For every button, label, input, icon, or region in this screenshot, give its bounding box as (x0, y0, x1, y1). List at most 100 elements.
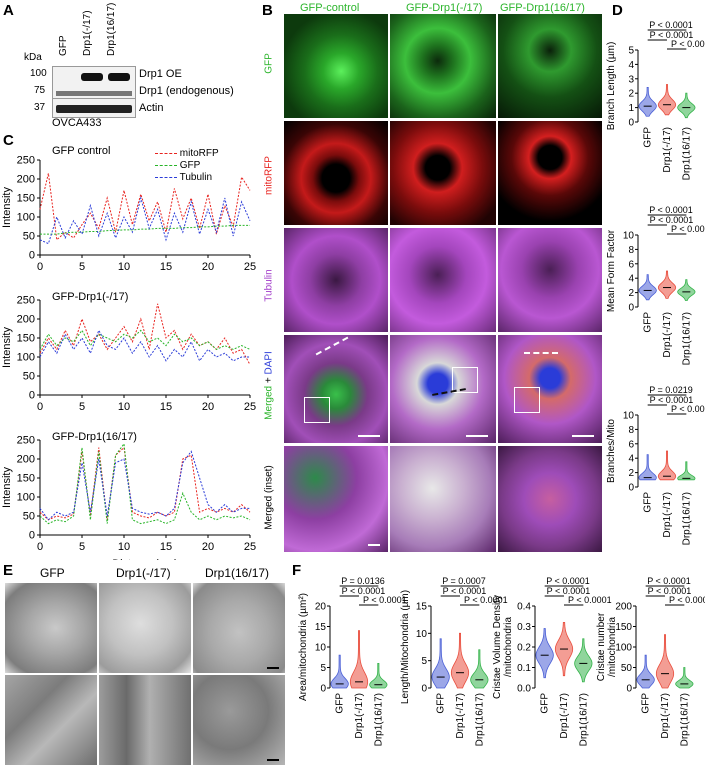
y-tick-label: 100 (17, 212, 35, 224)
sig-label: P < 0.0001 (671, 39, 705, 49)
y-tick-label: 3 (628, 74, 634, 85)
y-tick-label: 2 (628, 89, 634, 100)
y-tick-label: 0.3 (517, 622, 531, 633)
y-axis-label: /mitochondria (607, 617, 618, 677)
micrograph-merged-drp1-1617 (498, 335, 602, 443)
y-tick-label: 150 (615, 622, 632, 633)
x-tick-label: 25 (244, 401, 256, 413)
y-tick-label: 200 (17, 314, 35, 326)
em-image-gfp-high (5, 675, 97, 765)
micrograph-tubulin-drp1-minus17 (390, 228, 496, 332)
em-col-label-drp1-minus17: Drp1(-/17) (116, 566, 171, 580)
line-chart-1: 0 50 100 150 200 250 0 5 10 15 20 25 GFP control Inte… (1, 145, 256, 273)
x-tick-label: 15 (160, 541, 172, 553)
sig-label: P < 0.0001 (546, 576, 590, 586)
band-oe-lane3 (108, 73, 130, 81)
x-tick-label: Drp1(16/17) (474, 693, 485, 746)
y-tick-label: 100 (615, 643, 632, 654)
inset-box (452, 367, 478, 393)
scale-bar (572, 435, 594, 437)
col-label-gfp-drp1-1617: GFP-Drp1(16/17) (500, 2, 585, 14)
band-oe-lane2 (81, 73, 103, 81)
y-tick-label: 50 (621, 663, 633, 674)
sig-label: P < 0.0001 (568, 595, 612, 605)
violin (657, 450, 677, 481)
em-image-drp1-1617-high (193, 675, 285, 765)
sig-label: P < 0.0001 (650, 30, 694, 40)
y-tick-label: 250 (17, 155, 35, 167)
legend-label-gfp: GFP (179, 160, 201, 171)
marker-75: 75 (34, 85, 46, 96)
series-mitorfp (39, 173, 251, 241)
scale-bar (267, 667, 279, 669)
series-tubulin (39, 329, 250, 362)
violin (677, 461, 696, 481)
x-tick-label: Drp1(16/17) (681, 127, 692, 180)
em-image-drp1-minus17-low (99, 583, 191, 673)
y-tick-label: 6 (628, 259, 634, 270)
y-tick-label: 150 (17, 473, 35, 485)
violin-plot-d2: 0 2 4 6 8 10 Mean Form Factor GFP Drp1(-/17) Drp1… (606, 205, 705, 365)
y-tick-label: 250 (17, 435, 35, 447)
sig-label: P < 0.0001 (671, 404, 705, 414)
sig-label: P = 0.0136 (341, 576, 385, 586)
micrograph-inset-drp1-1617 (498, 446, 602, 552)
y-tick-label: 0.4 (517, 602, 531, 613)
x-tick-label: 15 (160, 401, 172, 413)
y-tick-label: 4 (628, 454, 634, 465)
y-tick-label: 0 (421, 684, 427, 695)
x-tick-label: Drp1(16/17) (681, 312, 692, 365)
series-gfp (39, 329, 251, 350)
y-axis-label: Intensity (1, 467, 13, 508)
y-tick-label: 8 (628, 245, 634, 256)
x-tick-label: 10 (118, 541, 130, 553)
y-tick-label: 200 (17, 454, 35, 466)
series-tubulin (39, 196, 251, 245)
kda-label: kDa (24, 52, 42, 63)
violin-plot-d1: 0 1 2 3 4 5 Branch Length (µm) GFP Drp1(-/17) Drp… (606, 20, 705, 180)
y-tick-label: 5 (628, 46, 634, 57)
em-image-drp1-minus17-high (99, 675, 191, 765)
y-tick-label: 1 (628, 103, 634, 114)
y-tick-label: 0 (628, 303, 634, 314)
x-tick-label: GFP (643, 312, 654, 333)
y-tick-label: 2 (628, 288, 634, 299)
sig-label: P < 0.0001 (650, 215, 694, 225)
em-image-drp1-1617-low (193, 583, 285, 673)
micrograph-gfp-control (284, 14, 388, 118)
violin (450, 632, 470, 689)
legend-swatch-tubulin (155, 176, 177, 178)
y-tick-label: 50 (23, 231, 35, 243)
scale-bar (267, 759, 279, 761)
sig-label: P < 0.0001 (649, 20, 693, 30)
y-tick-label: 5 (320, 663, 326, 674)
x-tick-label: 0 (37, 261, 43, 273)
x-tick-label: 0 (37, 541, 43, 553)
violin (657, 270, 677, 299)
band-label-actin: Actin (139, 102, 164, 114)
sig-label: P < 0.0001 (669, 595, 705, 605)
sig-label: P < 0.0001 (443, 586, 487, 596)
y-axis-label: Mean Form Factor (606, 229, 617, 312)
y-tick-label: 5 (421, 656, 427, 667)
violin (330, 654, 349, 689)
sig-label: P < 0.0001 (547, 586, 591, 596)
x-tick-label: 20 (202, 261, 214, 273)
x-tick-label: Drp1(-/17) (662, 312, 673, 358)
violin (470, 649, 489, 689)
y-tick-label: 10 (416, 629, 428, 640)
panel-c-letter: C (3, 132, 14, 149)
cell-line-label: OVCA433 (52, 117, 102, 129)
panel-b-letter: B (262, 2, 273, 19)
band-actin (56, 105, 132, 113)
chart-legend: mitoRFP GFP Tubulin (155, 148, 219, 184)
y-tick-label: 0 (628, 483, 634, 494)
violin (677, 279, 696, 301)
col-label-gfp-control: GFP-control (300, 2, 360, 14)
legend-swatch-gfp (155, 164, 177, 166)
series-mitorfp (39, 303, 251, 365)
panel-d-letter: D (612, 2, 623, 19)
y-tick-label: 8 (628, 425, 634, 436)
y-tick-label: 10 (623, 411, 635, 422)
legend-label-mitorfp: mitoRFP (179, 148, 219, 159)
